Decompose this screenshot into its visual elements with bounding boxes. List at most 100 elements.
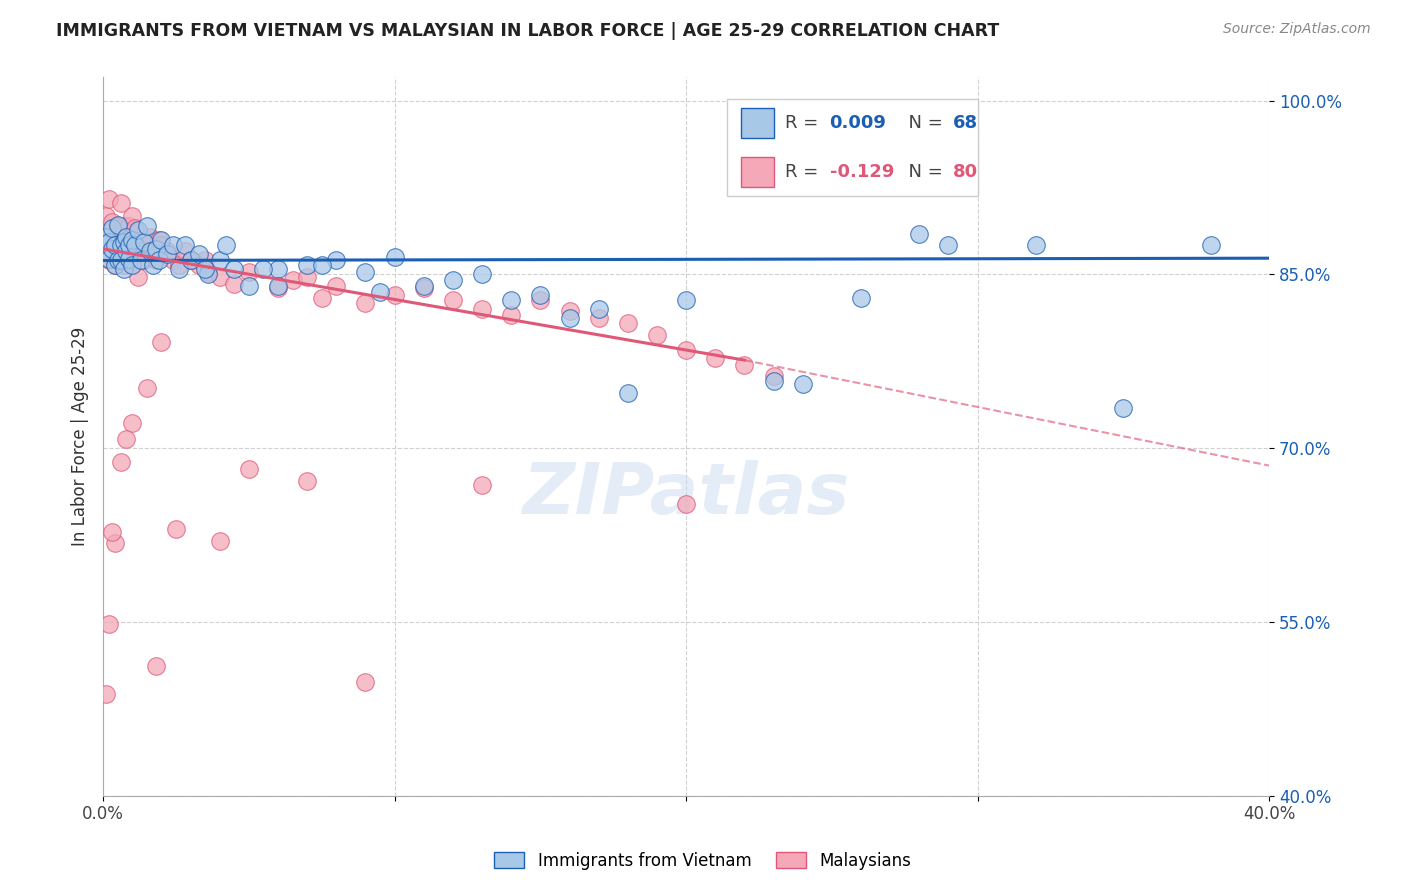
Point — [118, 252, 141, 267]
Point — [173, 244, 195, 259]
Point — [412, 281, 434, 295]
Point — [311, 258, 333, 272]
Point — [167, 258, 190, 272]
Point — [529, 288, 551, 302]
Point — [208, 253, 231, 268]
Point — [110, 253, 132, 268]
Point — [908, 227, 931, 241]
Text: 0.009: 0.009 — [830, 114, 886, 132]
Point — [124, 221, 146, 235]
Point — [97, 253, 120, 268]
Point — [145, 253, 167, 268]
Point — [97, 235, 120, 249]
Point — [110, 238, 132, 252]
Point — [588, 302, 610, 317]
Point — [101, 221, 124, 235]
Point — [142, 244, 165, 259]
Text: R =: R = — [785, 162, 824, 181]
Point — [107, 253, 129, 268]
Point — [121, 258, 143, 272]
Point — [110, 238, 132, 252]
Point — [110, 195, 132, 210]
Point — [121, 210, 143, 224]
Text: R =: R = — [785, 114, 824, 132]
Point — [188, 246, 211, 260]
Point — [180, 253, 202, 268]
Point — [115, 432, 138, 446]
Point — [412, 279, 434, 293]
Point — [529, 293, 551, 307]
Point — [112, 258, 135, 272]
Point — [107, 244, 129, 259]
Point — [115, 230, 138, 244]
Point — [162, 238, 184, 252]
Point — [112, 261, 135, 276]
Point — [675, 343, 697, 357]
Point — [325, 279, 347, 293]
Point — [101, 215, 124, 229]
Point — [129, 233, 152, 247]
Text: -0.129: -0.129 — [830, 162, 894, 181]
Point — [167, 261, 190, 276]
Point — [471, 302, 494, 317]
Text: 80: 80 — [953, 162, 979, 181]
Y-axis label: In Labor Force | Age 25-29: In Labor Force | Age 25-29 — [72, 327, 89, 546]
Point — [645, 327, 668, 342]
Point — [197, 268, 219, 282]
Point — [471, 268, 494, 282]
Text: N =: N = — [897, 162, 949, 181]
Point — [115, 230, 138, 244]
Point — [208, 269, 231, 284]
Point — [127, 223, 149, 237]
Point — [281, 273, 304, 287]
Point — [180, 253, 202, 268]
Point — [311, 291, 333, 305]
Point — [238, 265, 260, 279]
Point — [252, 261, 274, 276]
Point — [121, 233, 143, 247]
Point — [558, 311, 581, 326]
Point — [194, 253, 217, 268]
Point — [156, 244, 179, 259]
Point — [558, 304, 581, 318]
Point — [121, 416, 143, 430]
Point — [224, 277, 246, 291]
Point — [107, 218, 129, 232]
Point — [124, 238, 146, 252]
Point — [194, 261, 217, 276]
Point — [132, 253, 155, 268]
Point — [588, 311, 610, 326]
Text: Source: ZipAtlas.com: Source: ZipAtlas.com — [1223, 22, 1371, 37]
Point — [118, 219, 141, 233]
Point — [112, 235, 135, 249]
Point — [150, 238, 173, 252]
Point — [97, 617, 120, 632]
Point — [173, 238, 195, 252]
Point — [162, 253, 184, 268]
Point — [354, 675, 377, 690]
Point — [135, 238, 157, 252]
Point — [1112, 401, 1135, 415]
Point — [354, 265, 377, 279]
Point — [617, 316, 640, 330]
Point — [295, 258, 318, 272]
Point — [94, 235, 117, 249]
Point — [675, 497, 697, 511]
Point — [762, 369, 785, 384]
Point — [188, 258, 211, 272]
Point — [110, 455, 132, 469]
Point — [214, 238, 236, 252]
Point — [267, 279, 290, 293]
Text: ZIPatlas: ZIPatlas — [523, 459, 849, 529]
Point — [118, 253, 141, 268]
Point — [145, 659, 167, 673]
Point — [325, 253, 347, 268]
Point — [129, 253, 152, 268]
Point — [197, 265, 219, 279]
Point — [441, 273, 464, 287]
Point — [127, 242, 149, 256]
Point — [94, 244, 117, 259]
Point — [849, 291, 872, 305]
Point — [115, 244, 138, 259]
Point — [118, 238, 141, 252]
